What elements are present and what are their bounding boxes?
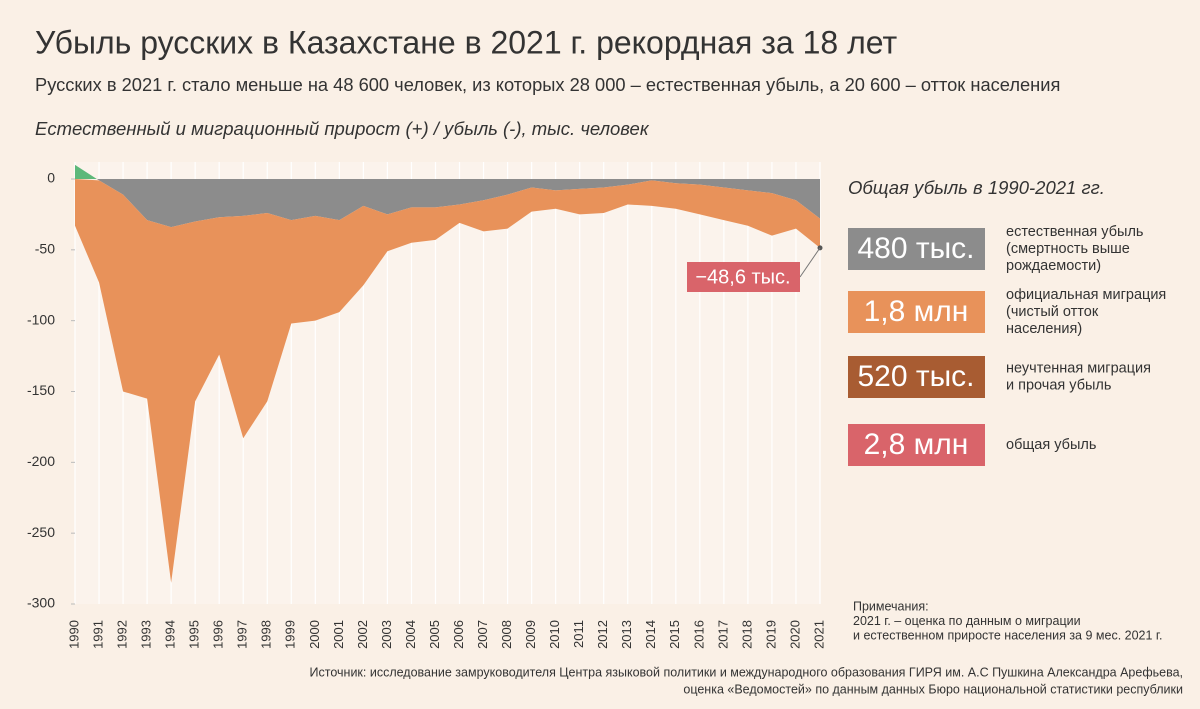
x-tick-label: 2000 [307,620,322,649]
summary-label: (смертность выше [1006,241,1130,257]
x-tick-label: 2009 [523,620,538,649]
source: Источник: исследование замруководителя Ц… [310,665,1183,679]
summary-title: Общая убыль в 1990-2021 гг. [848,177,1105,198]
x-tick-label: 2002 [355,620,370,649]
x-tick-label: 2011 [571,620,586,648]
x-tick-label: 1998 [259,620,274,649]
summary-value: 1,8 млн [864,295,969,328]
x-tick-label: 1993 [139,620,154,649]
summary-box [848,424,985,466]
summary-box [848,228,985,270]
annotation-box [687,262,800,292]
x-tick-label: 2010 [547,620,562,649]
summary-label: естественная убыль [1006,224,1143,240]
x-tick-label: 2013 [619,620,634,649]
x-tick-label: 2016 [691,620,706,649]
summary-value: 480 тыс. [857,232,974,265]
x-tick-label: 1999 [283,620,298,649]
note: Примечания: [853,599,929,613]
area [75,179,820,583]
summary-label: рождаемости) [1006,258,1101,274]
y-tick-label: -300 [27,595,55,611]
source: оценка «Ведомостей» по данным данных Бюр… [683,682,1183,696]
x-tick-label: 2001 [331,620,346,649]
summary-label: (чистый отток [1006,304,1099,320]
chart-title: Убыль русских в Казахстане в 2021 г. рек… [35,24,898,60]
leader [799,247,821,278]
x-tick-label: 1995 [187,620,202,649]
x-tick-label: 1992 [115,620,130,649]
x-tick-label: 2018 [739,620,754,649]
annotation: −48,6 тыс. [695,266,790,288]
note: 2021 г. – оценка по данным о миграции [853,614,1081,628]
x-tick-label: 2020 [787,620,802,649]
x-tick-label: 1996 [211,620,226,649]
y-tick-label: -200 [27,453,55,469]
chart-subtitle: Русских в 2021 г. стало меньше на 48 600… [35,74,1060,95]
x-tick-label: 2021 [811,620,826,649]
summary-label: населения) [1006,321,1082,337]
summary-label: и прочая убыль [1006,377,1111,393]
x-tick-label: 2014 [643,620,658,649]
note: и естественном приросте населения за 9 м… [853,628,1162,642]
summary-box [848,356,985,398]
x-tick-label: 2012 [595,620,610,649]
x-tick-label: 2005 [427,620,442,649]
x-tick-label: 1994 [163,620,178,649]
x-tick-label: 2019 [763,620,778,649]
x-tick-label: 2003 [379,620,394,649]
x-tick-label: 2017 [715,620,730,649]
summary-value: 2,8 млн [864,428,969,461]
summary-label: общая убыль [1006,437,1096,453]
y-tick-label: -100 [27,311,55,327]
x-tick-label: 1990 [66,620,81,649]
x-tick-label: 2007 [475,620,490,649]
x-tick-label: 2008 [499,620,514,649]
x-tick-label: 1997 [235,620,250,649]
x-tick-label: 2015 [667,620,682,649]
x-tick-label: 2004 [403,620,418,649]
summary-value: 520 тыс. [857,360,974,393]
y-tick-label: -150 [27,382,55,398]
y-tick-label: -50 [35,241,55,257]
area [75,179,820,228]
y-tick-label: -250 [27,524,55,540]
summary-label: официальная миграция [1006,287,1166,303]
summary-box [848,291,985,333]
x-tick-label: 2006 [451,620,466,649]
y-axis-label: Естественный и миграционный прирост (+) … [35,118,650,139]
y-tick-label: 0 [47,170,55,186]
x-tick-label: 1991 [90,620,105,649]
summary-label: неучтенная миграция [1006,360,1151,376]
